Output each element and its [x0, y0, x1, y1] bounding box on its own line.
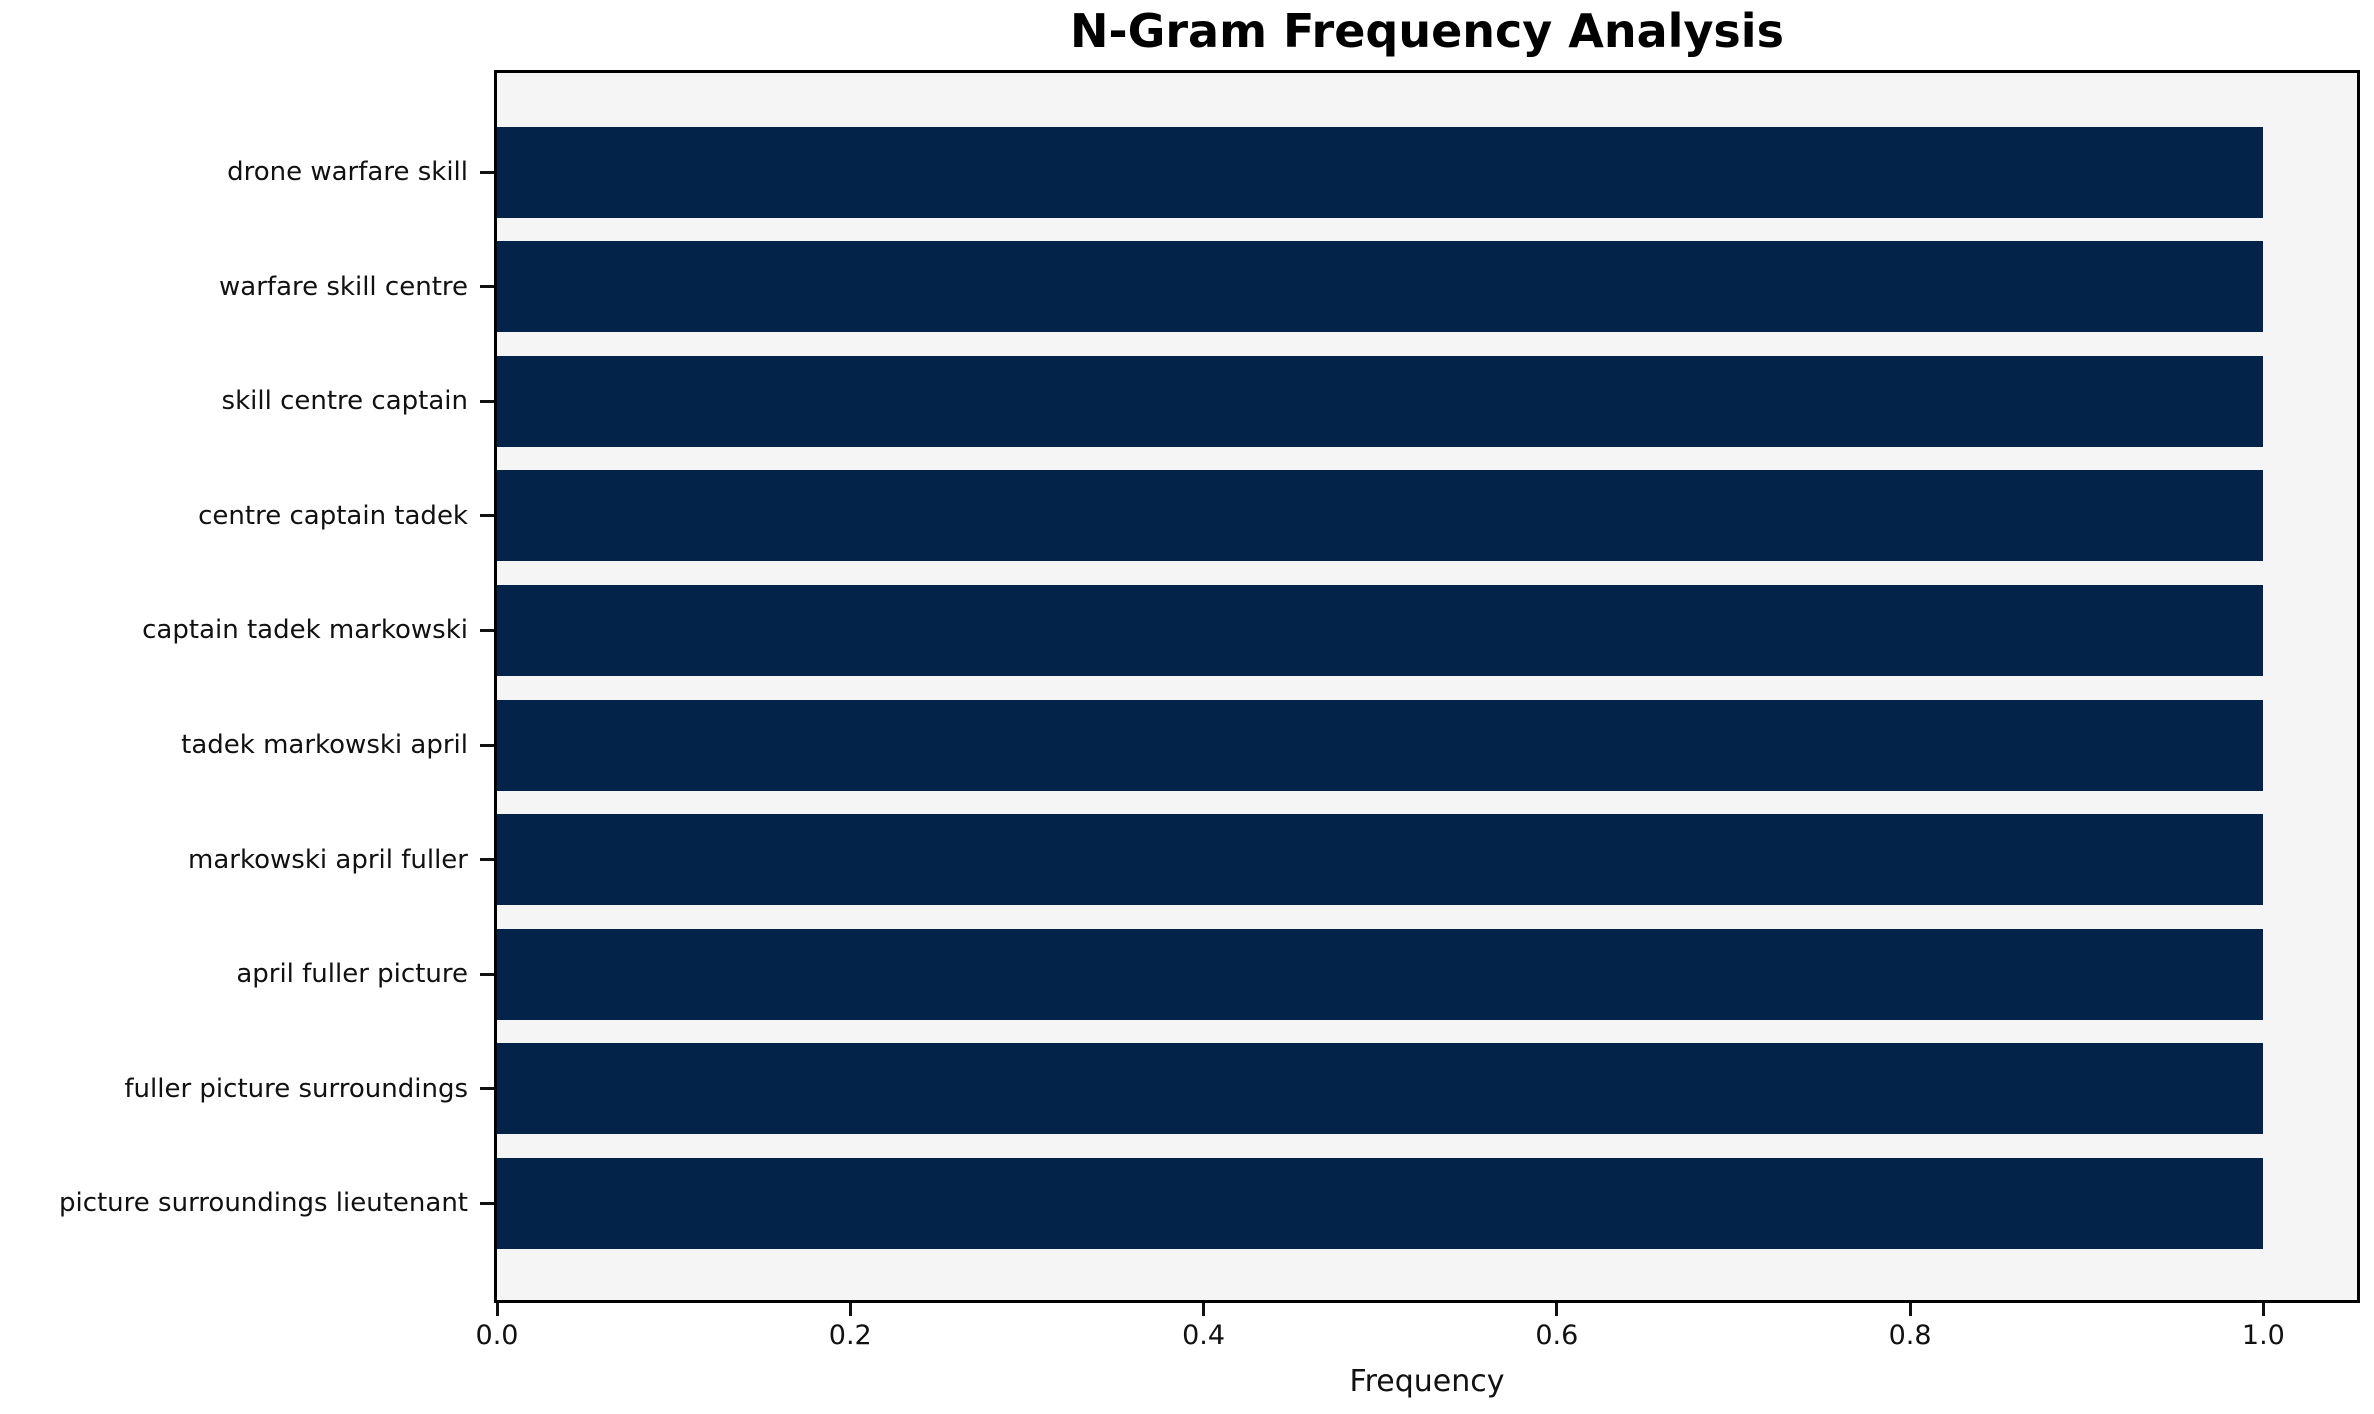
x-tick-mark — [1202, 1303, 1206, 1316]
y-tick-mark — [480, 858, 494, 862]
y-tick-label: fuller picture surroundings — [124, 1073, 468, 1104]
y-axis-labels: drone warfare skill warfare skill centre s… — [0, 70, 468, 1303]
y-tick-mark — [480, 514, 494, 518]
x-tick-label: 0.2 — [828, 1320, 872, 1351]
x-tick-label: 0.6 — [1535, 1320, 1579, 1351]
y-tick-mark — [480, 972, 494, 976]
x-tick-mark — [1555, 1303, 1559, 1316]
x-tick-mark — [495, 1303, 499, 1316]
bar — [497, 1157, 2264, 1249]
x-tick-mark — [1908, 1303, 1912, 1316]
bar — [497, 241, 2264, 333]
y-tick-label: drone warfare skill — [227, 157, 468, 187]
x-tick-label: 0.4 — [1182, 1320, 1226, 1351]
y-tick-label: captain tadek markowski — [142, 615, 468, 646]
y-tick-mark — [480, 1087, 494, 1091]
bar — [497, 699, 2264, 791]
bar — [497, 355, 2264, 447]
y-tick-label: skill centre captain — [221, 386, 468, 417]
y-tick-label: warfare skill centre — [219, 271, 468, 302]
y-tick-mark — [480, 628, 494, 632]
y-tick-mark — [480, 170, 494, 174]
bar — [497, 470, 2264, 562]
y-tick-mark — [480, 399, 494, 403]
x-tick-mark — [848, 1303, 852, 1316]
x-tick-label: 0.8 — [1888, 1320, 1932, 1351]
x-axis-label: Frequency — [1349, 1364, 1505, 1399]
y-tick-mark — [480, 1201, 494, 1205]
plot-area — [494, 70, 2360, 1303]
bar — [497, 584, 2264, 676]
y-tick-label: april fuller picture — [236, 959, 468, 990]
bar — [497, 928, 2264, 1020]
bar — [497, 126, 2264, 218]
y-tick-label: tadek markowski april — [181, 730, 468, 760]
y-tick-label: centre captain tadek — [198, 500, 468, 531]
x-tick-label: 0.0 — [475, 1320, 519, 1351]
y-tick-label: markowski april fuller — [188, 844, 468, 875]
y-tick-mark — [480, 285, 494, 289]
y-tick-mark — [480, 743, 494, 747]
bar — [497, 1043, 2264, 1135]
y-tick-label: picture surroundings lieutenant — [58, 1188, 468, 1219]
bar — [497, 814, 2264, 906]
chart-title: N-Gram Frequency Analysis — [1070, 4, 1784, 58]
x-tick-mark — [2261, 1303, 2265, 1316]
x-tick-label: 1.0 — [2241, 1320, 2285, 1351]
